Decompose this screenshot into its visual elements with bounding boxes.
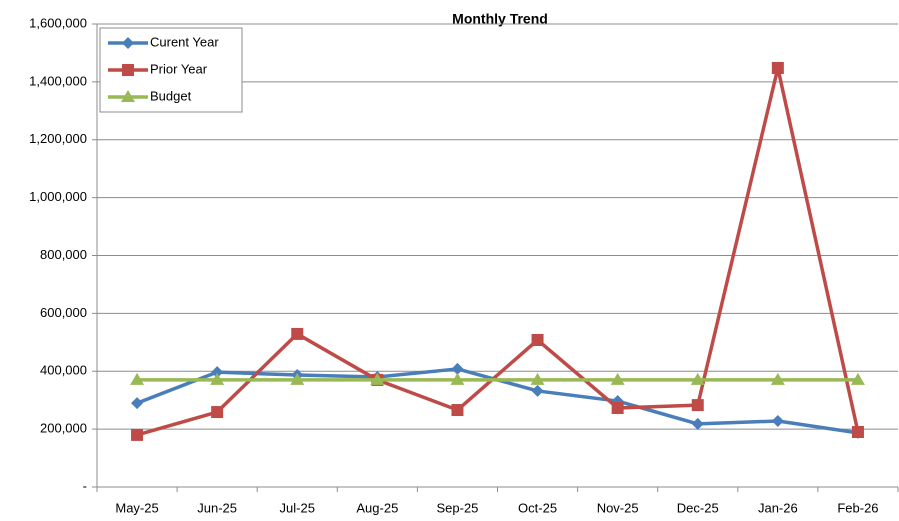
point-marker [290, 372, 305, 385]
x-tick-label: Nov-25 [597, 500, 639, 515]
point-marker [771, 415, 784, 428]
y-tick-label: - [83, 478, 87, 493]
point-marker [531, 384, 544, 397]
y-tick-label: 200,000 [40, 421, 87, 436]
point-marker [610, 372, 625, 385]
legend-label: Curent Year [150, 34, 219, 49]
point-marker [770, 372, 785, 385]
x-tick-label: Aug-25 [356, 500, 398, 515]
legend-label: Prior Year [150, 61, 208, 76]
y-tick-label: 1,200,000 [29, 131, 87, 146]
x-tick-label: Sep-25 [436, 500, 478, 515]
x-tick-label: Oct-25 [518, 500, 557, 515]
point-marker [691, 417, 704, 430]
y-tick-label: 1,600,000 [29, 15, 87, 30]
point-marker [210, 372, 225, 385]
legend-marker [122, 64, 134, 76]
x-tick-label: Dec-25 [677, 500, 719, 515]
legend-label: Budget [150, 88, 192, 103]
y-tick-label: 400,000 [40, 363, 87, 378]
point-marker [771, 61, 784, 74]
point-marker [450, 372, 465, 385]
legend-marker [121, 90, 135, 102]
y-tick-label: 800,000 [40, 247, 87, 262]
point-marker [850, 372, 865, 385]
point-marker [211, 406, 224, 419]
point-marker [851, 426, 864, 439]
point-marker [691, 399, 704, 412]
y-tick-label: 600,000 [40, 305, 87, 320]
point-marker [690, 372, 705, 385]
point-marker [451, 404, 464, 417]
x-tick-label: Feb-26 [837, 500, 878, 515]
point-marker [531, 333, 544, 346]
series-line [136, 66, 860, 437]
point-marker [131, 428, 144, 441]
x-tick-label: Jan-26 [758, 500, 798, 515]
point-marker [130, 372, 145, 385]
x-tick-label: May-25 [115, 500, 158, 515]
point-marker [131, 397, 144, 410]
x-tick-label: Jun-25 [197, 500, 237, 515]
point-marker [530, 372, 545, 385]
chart-title: Monthly Trend [452, 11, 548, 27]
point-marker [211, 366, 224, 379]
point-marker [291, 327, 304, 340]
point-marker [611, 402, 624, 415]
point-marker [451, 362, 464, 375]
y-tick-label: 1,400,000 [29, 73, 87, 88]
point-marker [370, 372, 385, 385]
y-tick-label: 1,000,000 [29, 189, 87, 204]
legend-marker [122, 37, 134, 49]
x-tick-label: Jul-25 [280, 500, 315, 515]
